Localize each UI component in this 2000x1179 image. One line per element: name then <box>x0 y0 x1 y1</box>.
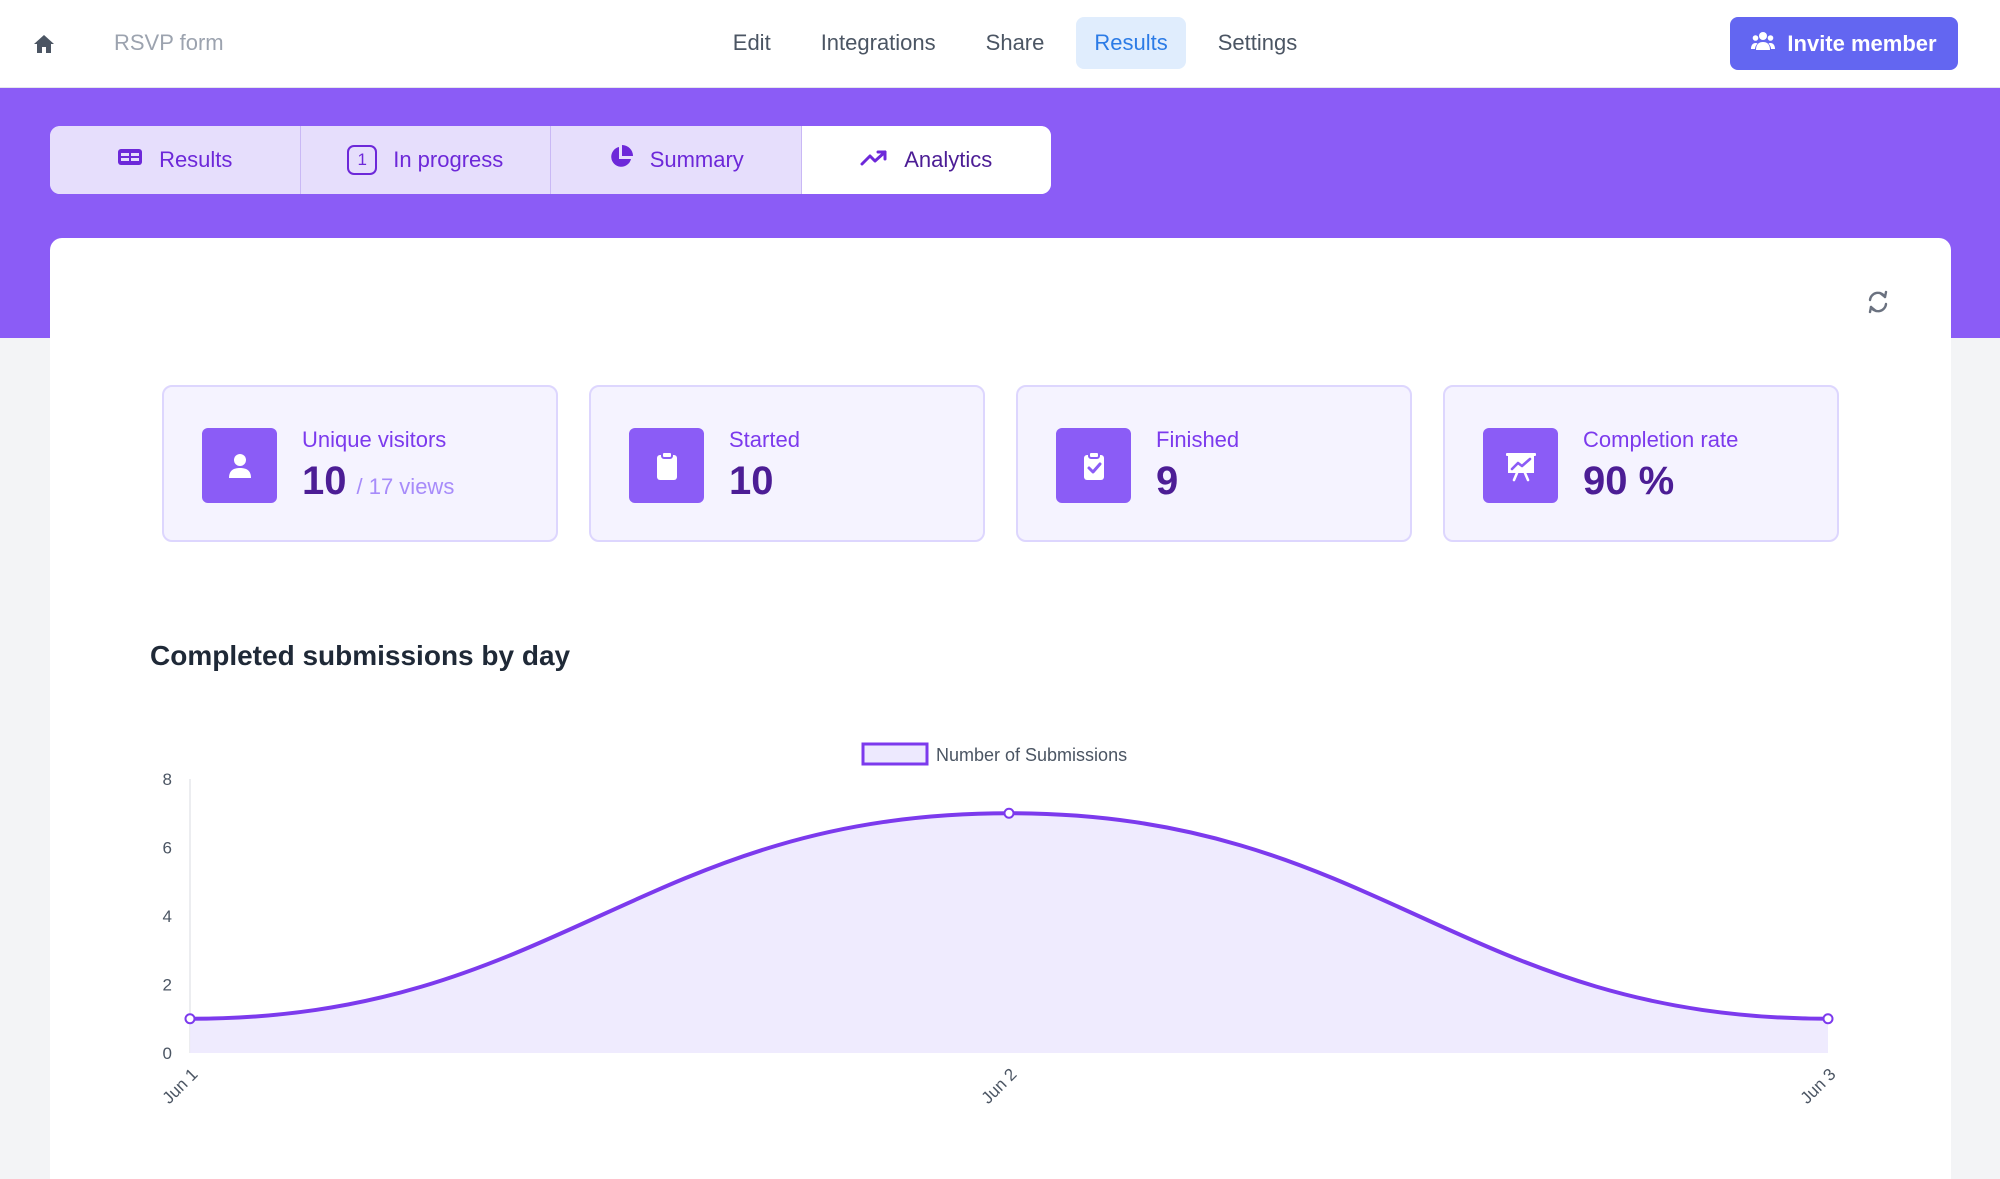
results-tabs: Results 1 In progress Summary Analytics <box>50 126 1051 194</box>
chart-title: Completed submissions by day <box>150 640 571 671</box>
clipboard-check-icon <box>1056 428 1131 503</box>
tab-analytics-label: Analytics <box>904 147 993 172</box>
data-point <box>1822 1013 1834 1025</box>
y-tick-label: 6 <box>163 839 172 858</box>
tab-summary[interactable]: Summary <box>551 126 802 194</box>
tab-summary-label: Summary <box>649 147 744 172</box>
nav-edit[interactable]: Edit <box>732 30 771 55</box>
tab-results-label: Results <box>159 147 233 172</box>
stat-value: 90 % <box>1583 459 1675 503</box>
stat-label: Unique visitors <box>302 427 447 452</box>
users-icon <box>1751 30 1776 58</box>
nav-integrations[interactable]: Integrations <box>820 30 936 55</box>
form-name[interactable]: RSVP form <box>114 30 224 55</box>
data-point <box>184 1013 196 1025</box>
nav-settings[interactable]: Settings <box>1217 30 1298 55</box>
stat-value: 9 <box>1156 459 1179 503</box>
pie-chart-icon <box>608 144 634 176</box>
nav-results[interactable]: Results <box>1076 17 1186 69</box>
table-icon <box>117 147 143 173</box>
x-tick-label: Jun 2 <box>978 1065 1021 1108</box>
refresh-icon[interactable] <box>1862 286 1894 318</box>
clipboard-icon <box>629 428 704 503</box>
legend-swatch <box>861 742 929 766</box>
number-badge-icon: 1 <box>347 145 378 175</box>
invite-member-label: Invite member <box>1787 30 1937 56</box>
invite-member-button[interactable]: Invite member <box>1730 17 1958 70</box>
data-point <box>1003 807 1015 819</box>
tab-results[interactable]: Results <box>50 126 301 194</box>
series-area <box>190 813 1828 1053</box>
tab-analytics[interactable]: Analytics <box>801 126 1051 194</box>
stat-views: / 17 views <box>356 474 455 499</box>
stat-completion-rate: Completion rate 90 % <box>1443 385 1839 542</box>
stat-label: Started <box>729 427 800 452</box>
stat-finished: Finished 9 <box>1016 385 1412 542</box>
legend-label: Number of Submissions <box>936 745 1127 765</box>
y-tick-label: 4 <box>163 907 172 926</box>
presentation-chart-icon <box>1483 428 1558 503</box>
user-icon <box>202 428 277 503</box>
trending-up-icon <box>860 147 888 173</box>
stat-value: 10 <box>729 459 774 503</box>
stat-value: 10/ 17 views <box>302 459 455 503</box>
stat-started: Started 10 <box>589 385 985 542</box>
tab-in-progress-label: In progress <box>393 147 504 172</box>
home-icon[interactable] <box>28 28 60 60</box>
tab-in-progress[interactable]: 1 In progress <box>300 126 551 194</box>
stat-label: Completion rate <box>1583 427 1739 452</box>
y-tick-label: 8 <box>163 770 172 789</box>
stat-unique-visitors: Unique visitors 10/ 17 views <box>162 385 558 542</box>
x-tick-label: Jun 1 <box>159 1065 202 1108</box>
y-tick-label: 0 <box>163 1044 172 1063</box>
stat-label: Finished <box>1156 427 1240 452</box>
top-bar: RSVP form Edit Integrations Share Result… <box>0 0 2000 88</box>
y-tick-label: 2 <box>163 976 172 995</box>
nav-share[interactable]: Share <box>985 30 1045 55</box>
main-nav: Edit Integrations Share Results Settings <box>0 17 2000 69</box>
x-tick-label: Jun 3 <box>1797 1065 1840 1108</box>
